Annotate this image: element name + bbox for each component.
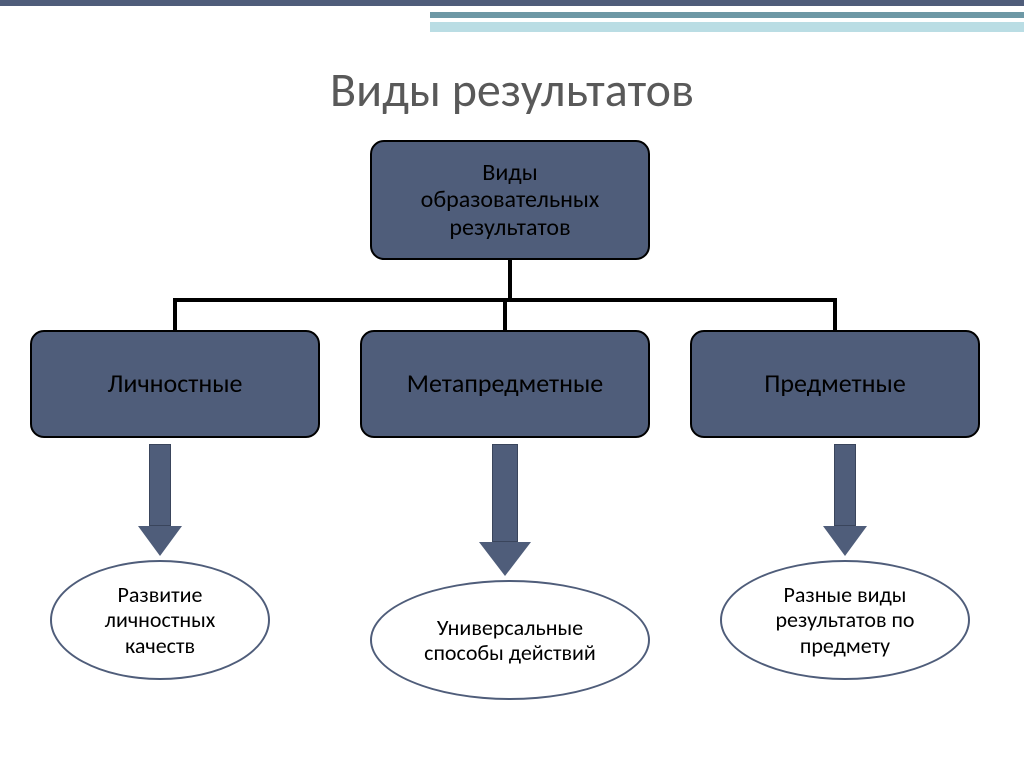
slide-title: Виды результатов (0, 60, 1024, 119)
connector-segment (173, 298, 177, 330)
connector-segment (508, 260, 512, 300)
border-stripe-3 (430, 22, 1024, 32)
ellipse-subject: Разные видырезультатов попредмету (720, 560, 970, 680)
child-box-personal: Личностные (30, 330, 320, 438)
root-label: Видыобразовательныхрезультатов (421, 159, 600, 242)
child-box-label: Метапредметные (407, 369, 604, 399)
connector-segment (503, 298, 507, 330)
decorative-border (0, 0, 1024, 32)
child-box-meta: Метапредметные (360, 330, 650, 438)
root-box: Видыобразовательныхрезультатов (370, 140, 650, 260)
ellipse-label: Универсальныеспособы действий (424, 615, 596, 666)
ellipse-label: Разные видырезультатов попредмету (775, 582, 914, 658)
child-box-label: Личностные (108, 369, 243, 399)
ellipse-label: Развитиеличностныхкачеств (105, 582, 216, 658)
ellipse-meta: Универсальныеспособы действий (370, 580, 650, 700)
ellipse-personal: Развитиеличностныхкачеств (50, 560, 270, 680)
border-stripe-2 (430, 12, 1024, 18)
connector-segment (833, 298, 837, 330)
child-box-subject: Предметные (690, 330, 980, 438)
child-box-label: Предметные (764, 369, 906, 399)
